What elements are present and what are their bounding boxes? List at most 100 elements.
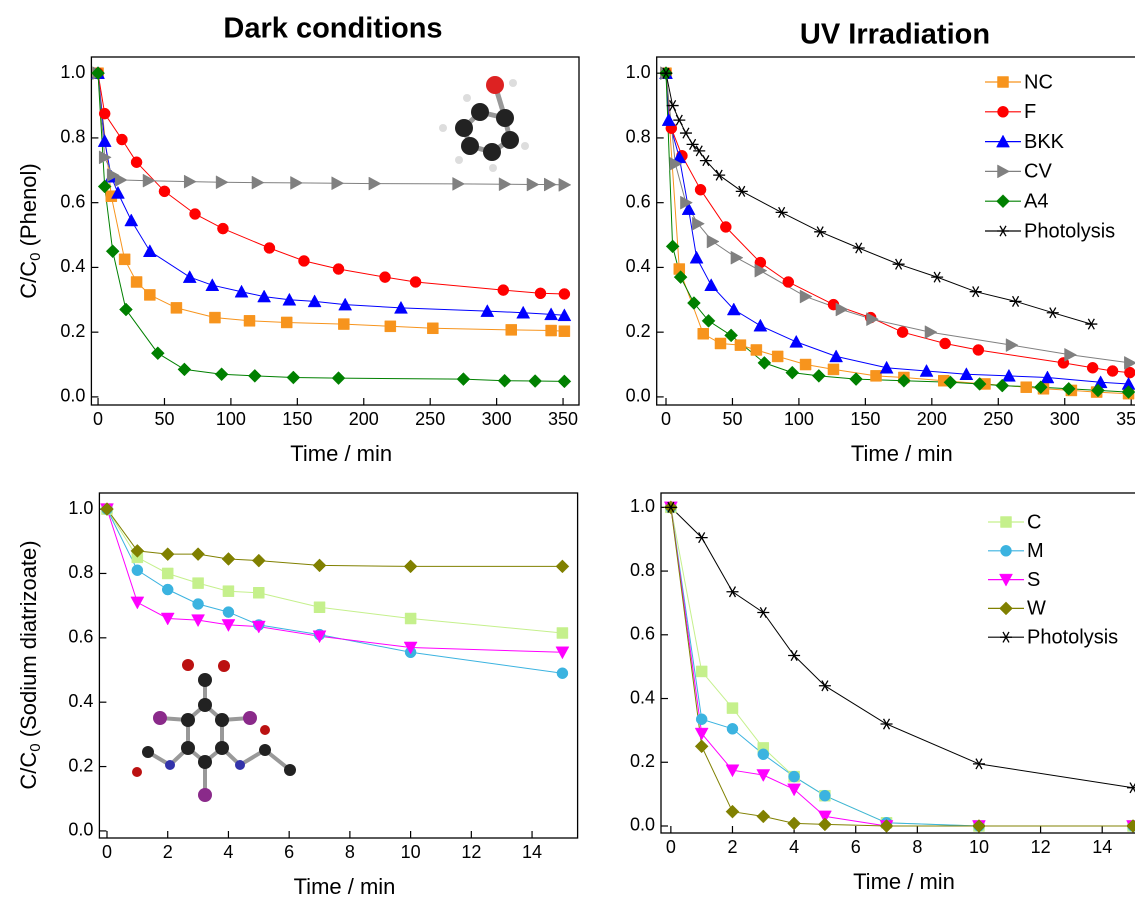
marker (669, 156, 683, 171)
marker (97, 179, 112, 194)
series-line (670, 507, 1133, 827)
plot-area (100, 502, 570, 679)
y-axis-label: C/C0 (Phenol) (16, 163, 44, 299)
marker (818, 680, 831, 692)
x-tick-label: 0 (666, 837, 676, 857)
legend-label: F (1024, 101, 1036, 123)
legend-label: Photolysis (1027, 626, 1118, 648)
marker (214, 367, 229, 382)
series-line (670, 507, 1133, 827)
x-tick-label: 300 (1050, 409, 1080, 429)
x-tick-label: 50 (154, 409, 174, 429)
plot-area (663, 500, 1135, 833)
series-line (97, 73, 565, 382)
marker (788, 770, 800, 783)
marker (972, 377, 987, 391)
legend-marker (1000, 545, 1012, 557)
legend-label: BKK (1024, 131, 1065, 153)
marker (452, 176, 466, 191)
marker (1040, 370, 1055, 384)
marker (734, 339, 747, 351)
legend-marker (999, 601, 1013, 616)
y-label-part: (Sodium diatrizoate) (16, 540, 41, 743)
y-tick-label: 0.2 (630, 751, 655, 771)
marker (726, 586, 739, 598)
marker (98, 150, 112, 165)
x-tick-label: 200 (917, 409, 947, 429)
marker (1086, 362, 1099, 374)
y-tick-label: 1.0 (60, 62, 85, 82)
marker (222, 585, 235, 597)
marker (91, 66, 105, 81)
x-tick-label: 12 (461, 842, 481, 862)
y-tick-label: 0.4 (626, 256, 651, 276)
marker (1005, 338, 1019, 353)
marker (866, 312, 880, 327)
x-tick-label: 14 (522, 842, 542, 862)
marker (785, 365, 800, 380)
marker (338, 318, 350, 330)
marker (788, 649, 801, 662)
marker (290, 176, 304, 190)
marker (694, 727, 709, 741)
marker (835, 302, 849, 317)
marker (170, 302, 183, 314)
marker (251, 175, 265, 190)
marker (1091, 383, 1105, 398)
marker (205, 278, 220, 291)
legend-marker (997, 164, 1011, 179)
series-line (106, 508, 563, 653)
marker (150, 346, 165, 361)
marker (666, 100, 679, 112)
y-tick-label: 0.0 (630, 815, 655, 835)
marker (130, 596, 145, 610)
marker (1085, 318, 1098, 330)
y-tick-label: 0.8 (626, 127, 651, 147)
x-tick-label: 2 (163, 842, 173, 862)
marker (1033, 380, 1048, 395)
marker (331, 371, 346, 385)
marker (234, 284, 249, 298)
marker (924, 325, 938, 340)
molecule-diatrizoate (132, 659, 296, 802)
marker (160, 612, 175, 626)
y-tick-label: 0.2 (60, 321, 85, 341)
marker (160, 547, 175, 562)
marker (1106, 365, 1119, 377)
marker (116, 133, 128, 146)
marker (312, 630, 327, 644)
marker (192, 577, 204, 589)
y-tick-label: 0.4 (68, 691, 93, 711)
marker (819, 789, 831, 802)
marker (756, 809, 771, 824)
marker (379, 271, 391, 283)
marker (253, 587, 265, 599)
marker (221, 552, 236, 566)
marker (892, 258, 905, 270)
marker (516, 305, 531, 319)
marker (896, 326, 909, 338)
marker (1124, 355, 1135, 370)
marker (724, 328, 738, 343)
x-tick-label: 100 (216, 409, 246, 429)
marker (427, 322, 439, 335)
marker (118, 253, 131, 266)
x-tick-label: 150 (850, 409, 880, 429)
marker (701, 313, 716, 328)
marker (664, 501, 677, 513)
marker (368, 176, 382, 191)
series-line (106, 508, 563, 674)
marker (215, 175, 229, 190)
series-line (665, 73, 1130, 374)
marker (829, 349, 844, 363)
series-line (665, 73, 1130, 364)
legend-marker (997, 106, 1009, 118)
marker (879, 819, 894, 833)
marker (852, 242, 865, 254)
marker (789, 334, 804, 348)
marker (713, 169, 726, 181)
marker (706, 234, 720, 249)
marker (897, 373, 911, 388)
marker (558, 325, 571, 337)
